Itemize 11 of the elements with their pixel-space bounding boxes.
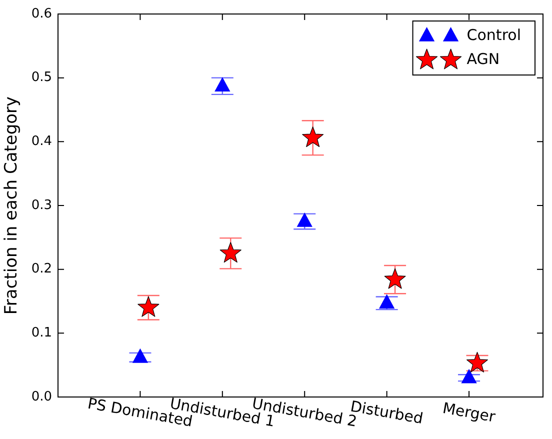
- y-tick-label: 0.5: [31, 70, 52, 86]
- y-axis-title: Fraction in each Category: [2, 96, 22, 315]
- legend-label: Control: [466, 26, 522, 44]
- y-tick-label: 0.1: [31, 326, 52, 341]
- y-tick-label: 0.2: [31, 262, 52, 277]
- y-tick-label: 0.3: [31, 198, 52, 213]
- y-tick-label: 0.6: [31, 6, 52, 22]
- x-tick-label: Merger: [441, 398, 498, 426]
- legend-label: AGN: [466, 50, 500, 68]
- y-tick-label: 0.4: [31, 134, 52, 150]
- y-tick-label: 0.0: [31, 389, 52, 404]
